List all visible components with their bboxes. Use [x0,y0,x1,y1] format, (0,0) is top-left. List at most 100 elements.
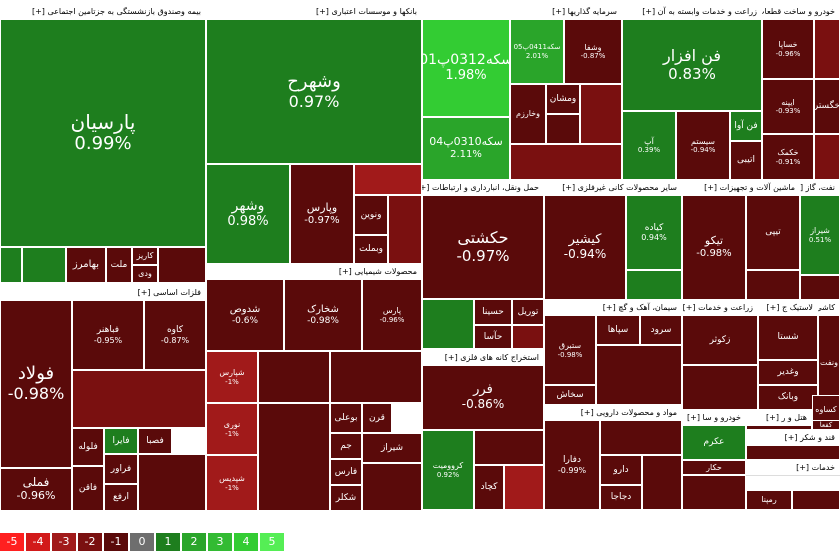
stock-tile[interactable]: وشهرح 0.97% [206,19,422,164]
stock-tile[interactable] [814,134,840,180]
legend-cell[interactable]: 2 [182,533,206,551]
legend-cell[interactable]: 5 [260,533,284,551]
stock-tile[interactable]: کیاده 0.94% [626,195,682,270]
stock-tile[interactable]: سیستم -0.94% [676,111,730,180]
stock-tile[interactable]: دفارا -0.99% [544,420,600,510]
stock-tile[interactable]: تیکو -0.98% [682,195,746,300]
stock-tile[interactable]: سرود [640,315,682,345]
stock-tile[interactable]: فایرا [104,428,138,454]
stock-tile[interactable]: شخارک -0.98% [284,279,362,351]
stock-tile[interactable] [580,84,622,144]
sector-title[interactable]: زراعت و خدمات [+] [682,300,758,316]
stock-tile[interactable]: فراور [104,454,138,484]
stock-tile[interactable]: بهامرز [66,247,106,283]
stock-tile[interactable] [682,475,746,510]
sector-title[interactable]: سیمان، آهک و گچ [+] [544,300,682,316]
stock-tile[interactable] [258,403,330,511]
stock-tile[interactable]: ونوین [354,195,388,235]
stock-tile[interactable]: خساپا -0.96% [762,19,814,79]
stock-tile[interactable] [792,490,840,510]
stock-tile[interactable] [0,247,22,283]
stock-tile[interactable]: سکه0411پ05 2.01% [510,19,564,84]
stock-tile[interactable] [814,19,840,79]
stock-tile[interactable]: خکمک -0.91% [762,134,814,180]
stock-tile[interactable]: جم [330,433,362,459]
sector-title[interactable]: هتل و ر [+] [746,410,812,426]
legend-cell[interactable]: -3 [52,533,76,551]
stock-tile[interactable]: کاریز [132,247,158,265]
sector-title[interactable]: استخراج کانه های فلزی [+] [422,350,544,366]
stock-tile[interactable]: سپاها [596,315,640,345]
stock-tile[interactable]: شستا [758,315,818,360]
stock-tile[interactable]: عکرم [682,425,746,460]
stock-tile[interactable] [504,465,544,510]
stock-tile[interactable]: فرر -0.86% [422,365,544,430]
stock-tile[interactable]: حآسا [474,325,512,349]
stock-tile[interactable] [362,463,422,511]
stock-tile[interactable] [422,299,474,349]
stock-tile[interactable]: شکلر [330,485,362,511]
stock-tile[interactable]: حکار [682,460,746,475]
stock-tile[interactable]: ملت [106,247,132,283]
stock-tile[interactable]: ستبرق -0.98% [544,315,596,385]
stock-tile[interactable]: سکه0310پ04 2.11% [422,117,510,180]
stock-tile[interactable]: توریل [512,299,544,325]
sector-title[interactable]: خدمات [+] [746,460,840,476]
sector-title[interactable]: حمل ونقل، انبارداری و ارتباطات [+] [422,180,544,196]
stock-tile[interactable]: فارس [330,459,362,485]
sector-title[interactable]: ماشین آلات و تجهیزات [+] [682,180,800,196]
legend-cell[interactable]: -5 [0,533,24,551]
stock-tile[interactable]: رمپنا [746,490,792,510]
sector-title[interactable]: مواد و محصولات دارویی [+] [544,405,682,421]
stock-tile[interactable]: شپارس -1% [206,351,258,403]
sector-title[interactable]: بیمه وصندوق بازنشستگی به جزتامین اجتماعی… [0,4,206,20]
sector-title[interactable]: لاستیک ج [+] [758,300,818,316]
stock-tile[interactable] [330,351,422,403]
sector-title[interactable]: سایر محصولات کانی غیرفلزی [+] [544,180,682,196]
sector-title[interactable]: سرمایه گذاریها [+] [422,4,622,20]
stock-tile[interactable]: آپ 0.39% [622,111,676,180]
stock-tile[interactable]: کاوه -0.87% [144,300,206,370]
stock-tile[interactable]: دجاجا [600,485,642,510]
stock-tile[interactable] [596,345,682,405]
stock-tile[interactable]: وبملت [354,235,388,264]
stock-tile[interactable]: وبانک [758,385,818,410]
sector-title[interactable]: بانکها و موسسات اعتباری [+] [206,4,422,20]
stock-tile[interactable]: شدوص -0.6% [206,279,284,351]
sector-title[interactable]: فلزات اساسی [+] [0,285,206,301]
stock-tile[interactable] [626,270,682,300]
stock-tile[interactable] [72,370,206,428]
stock-tile[interactable]: شیراز [362,433,422,463]
legend-cell[interactable]: -4 [26,533,50,551]
stock-tile[interactable]: حسینا [474,299,512,325]
stock-tile[interactable]: سخاش [544,385,596,405]
stock-tile[interactable]: ودی [132,265,158,283]
stock-tile[interactable]: سکه0312پ011.98% [422,19,510,117]
stock-tile[interactable]: دارو [600,455,642,485]
stock-tile[interactable]: کفعا [812,420,840,430]
stock-tile[interactable]: وشفا -0.87% [564,19,622,84]
stock-tile[interactable] [138,454,206,511]
stock-tile[interactable]: نوری -1% [206,403,258,455]
legend-cell[interactable]: 1 [156,533,180,551]
stock-tile[interactable] [354,164,422,195]
sector-title[interactable]: کاشی [+] [818,300,840,316]
stock-tile[interactable]: فملی -0.96% [0,468,72,511]
stock-tile[interactable]: ومشان [546,84,580,114]
legend-cell[interactable]: 3 [208,533,232,551]
sector-title[interactable]: نفت، گاز [+] [800,180,840,196]
stock-tile[interactable]: قرن [362,403,392,433]
sector-title[interactable]: خودرو و سا [+] [682,410,746,426]
sector-title[interactable]: خودرو و ساخت قطعات [+] [762,4,840,20]
stock-tile[interactable]: فلوله [72,428,104,466]
stock-tile[interactable] [800,275,840,300]
stock-tile[interactable] [510,144,622,180]
stock-tile[interactable]: زکوثر [682,315,758,365]
stock-tile[interactable]: وپارس -0.97% [290,164,354,264]
stock-tile[interactable] [546,114,580,144]
sector-title[interactable]: زراعت و خدمات وابسته به آن [+] [622,4,762,20]
sector-title[interactable]: محصولات شیمیایی [+] [206,264,422,280]
stock-tile[interactable]: ایپنه -0.93% [762,79,814,134]
stock-tile[interactable] [22,247,66,283]
stock-tile[interactable]: شیراز 0.51% [800,195,840,275]
